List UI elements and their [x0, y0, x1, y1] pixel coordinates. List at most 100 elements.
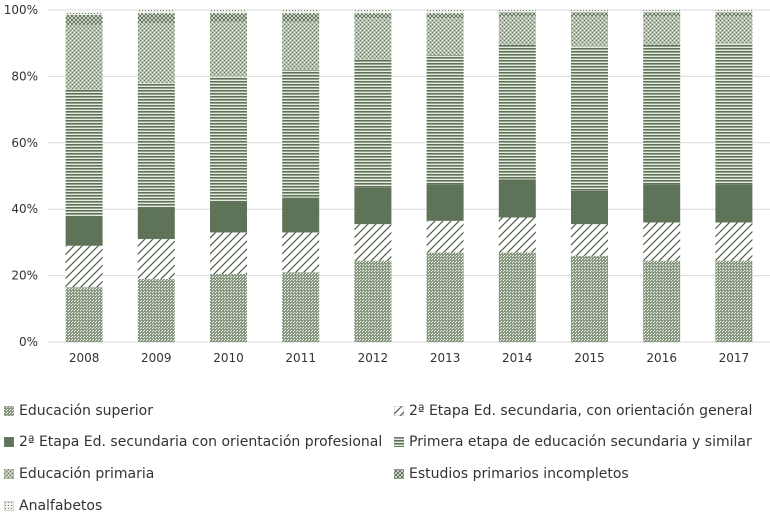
y-axis-ticks: 0% 20% 40% 60% 80% 100%	[4, 3, 38, 349]
y-tick-label: 80%	[11, 69, 38, 83]
bar-segment	[643, 16, 681, 45]
legend-swatch	[4, 501, 14, 511]
y-tick-label: 20%	[11, 269, 38, 283]
bar-segment	[354, 13, 392, 19]
legend-item: Analfabetos	[4, 498, 102, 514]
bar-segment	[354, 18, 392, 60]
bar-segment	[137, 207, 175, 240]
bar-segment	[498, 10, 536, 13]
x-axis-ticks: 2008 2009 2010 2011 2012 2013 2014 2015 2016 2017	[69, 351, 749, 365]
bar-segment	[571, 190, 608, 225]
legend-label: Educación primaria	[19, 466, 155, 482]
bar-segment	[643, 12, 681, 17]
bar-segment	[571, 224, 608, 256]
legend-label: Estudios primarios incompletos	[409, 466, 629, 482]
bar-segment	[426, 10, 464, 14]
bar-segment	[210, 21, 247, 77]
x-tick-label: 2017	[719, 351, 750, 365]
bar-segment	[571, 255, 608, 342]
bar-segment	[354, 224, 392, 261]
legend-swatch	[4, 437, 14, 447]
bar-segment	[643, 44, 681, 185]
bar-segment	[498, 179, 536, 218]
bar-segment	[282, 197, 320, 233]
legend-swatch	[4, 406, 14, 416]
bar-segment	[426, 54, 464, 185]
x-tick-label: 2009	[141, 351, 172, 365]
legend-item: 2ª Etapa Ed. secundaria, con orientación…	[394, 403, 752, 419]
bar-segment	[643, 184, 681, 223]
bar-segment	[498, 12, 536, 17]
legend-item: Educación superior	[4, 403, 153, 419]
legend-swatch	[394, 437, 404, 447]
bar-segment	[210, 13, 247, 22]
bar-segment	[715, 16, 753, 44]
x-tick-label: 2011	[285, 351, 316, 365]
legend-swatch	[394, 469, 404, 479]
y-tick-label: 100%	[4, 3, 38, 17]
x-tick-label: 2012	[358, 351, 389, 365]
bar-segment	[426, 220, 464, 253]
legend-label: 2ª Etapa Ed. secundaria con orientación …	[19, 434, 383, 450]
x-tick-label: 2016	[646, 351, 677, 365]
legend-swatch	[4, 469, 14, 479]
bar-segment	[210, 232, 247, 274]
bar-segment	[137, 13, 175, 24]
bar-segment	[210, 76, 247, 201]
x-tick-label: 2010	[213, 351, 244, 365]
bar-segment	[426, 18, 464, 55]
bar-segment	[137, 23, 175, 84]
legend-item: Primera etapa de educación secundaria y …	[394, 434, 752, 450]
stacked-bar-chart: 0%20%40%60%80%100% 2008 2009 2010 2011 2012 2…	[4, 3, 770, 365]
legend-label: Educación superior	[19, 403, 153, 419]
bar-segment	[715, 10, 753, 13]
bar-segment	[715, 184, 753, 223]
x-tick-label: 2013	[430, 351, 461, 365]
bar-segment	[65, 287, 103, 342]
bar-segment	[498, 217, 536, 253]
bar-segment	[65, 24, 103, 90]
bar-segment	[137, 239, 175, 279]
bar-segment	[65, 11, 103, 15]
bar-segment	[571, 16, 608, 47]
bars-group	[65, 10, 753, 342]
y-tick-label: 0%	[19, 335, 38, 349]
bar-segment	[715, 12, 753, 17]
bar-segment	[282, 21, 320, 70]
bar-segment	[571, 46, 608, 191]
bar-segment	[282, 10, 320, 14]
legend-swatch	[394, 406, 404, 416]
legend-item: 2ª Etapa Ed. secundaria con orientación …	[4, 434, 382, 450]
bar-segment	[282, 13, 320, 22]
bar-segment	[354, 10, 392, 14]
bar-segment	[282, 69, 320, 198]
bar-segment	[643, 260, 681, 342]
legend-label: Analfabetos	[19, 498, 103, 514]
bar-segment	[282, 272, 320, 342]
bar-segment	[354, 260, 392, 342]
x-tick-label: 2014	[502, 351, 533, 365]
bar-segment	[426, 184, 464, 221]
y-tick-label: 60%	[11, 136, 38, 150]
legend-label: Primera etapa de educación secundaria y …	[409, 434, 752, 450]
bar-segment	[715, 222, 753, 261]
bar-segment	[137, 83, 175, 208]
bar-segment	[354, 187, 392, 225]
bar-segment	[210, 10, 247, 14]
bar-segment	[571, 10, 608, 13]
bar-segment	[715, 260, 753, 342]
bar-segment	[498, 44, 536, 180]
legend: Educación superior 2ª Etapa Ed. secundari…	[0, 395, 770, 518]
bar-segment	[282, 232, 320, 273]
legend-label: 2ª Etapa Ed. secundaria, con orientación…	[409, 403, 753, 419]
y-tick-label: 40%	[11, 202, 38, 216]
bar-segment	[426, 252, 464, 342]
bar-segment	[137, 278, 175, 342]
bar-segment	[210, 273, 247, 342]
bar-segment	[65, 14, 103, 25]
bar-segment	[498, 16, 536, 45]
bar-segment	[210, 200, 247, 233]
bar-segment	[643, 10, 681, 13]
bar-segment	[137, 10, 175, 14]
bar-segment	[571, 12, 608, 17]
